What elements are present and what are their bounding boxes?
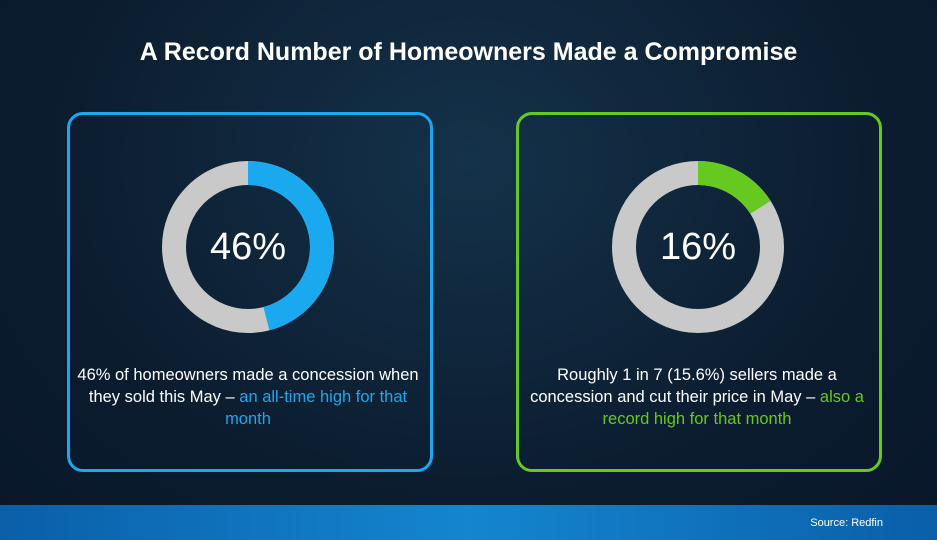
donut-segment (697, 161, 771, 215)
caption-highlight: also a record high for that month (602, 388, 864, 428)
source: Source: Redfin (810, 517, 883, 529)
title: A Record Number of Homeowners Made a Com… (139, 38, 798, 66)
caption-text: 46% of homeowners made a concession when… (77, 366, 419, 406)
caption-highlight: an all-time high for that month (225, 388, 408, 428)
center-label: 16% (660, 226, 736, 268)
donut-segment (247, 161, 334, 331)
card (516, 112, 882, 472)
caption-text: Roughly 1 in 7 (15.6%) sellers made a co… (530, 366, 837, 406)
card (67, 112, 433, 472)
caption: 46% of homeowners made a concession when… (73, 364, 423, 430)
footer-band (0, 505, 937, 540)
caption: Roughly 1 in 7 (15.6%) sellers made a co… (522, 364, 872, 430)
center-label: 46% (210, 226, 286, 268)
